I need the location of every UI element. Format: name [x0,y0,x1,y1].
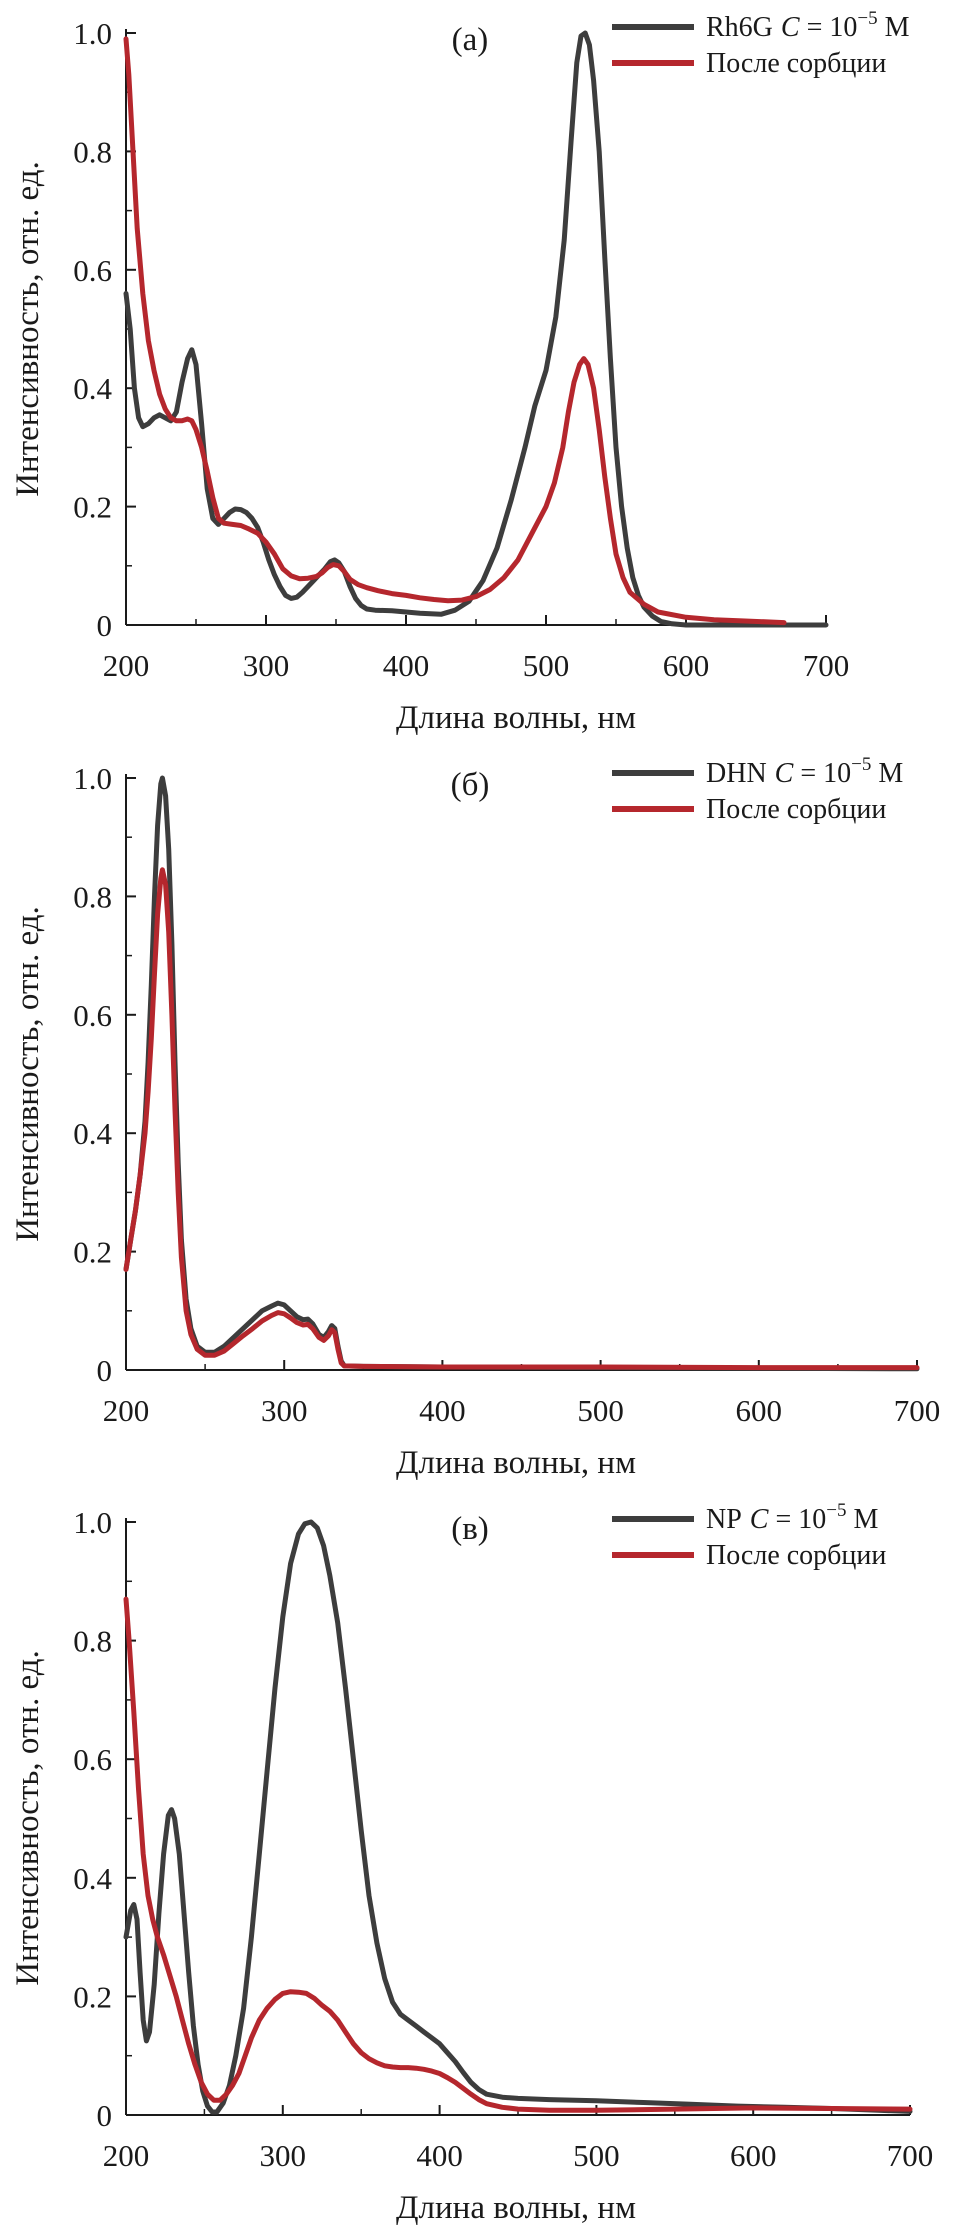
legend-conc-eq: = 10 [793,758,851,789]
legend-label: После сорбции [706,48,886,79]
y-tick-label: 0.8 [73,879,112,914]
legend-conc-var: C [750,1504,769,1535]
y-tick-label: 0.8 [73,134,112,169]
y-tick-label: 1.0 [73,1505,112,1540]
series-line-reference [123,30,829,628]
y-tick-label: 0.4 [73,371,112,406]
y-tick-label: 0.8 [73,1624,112,1659]
legend-conc-var: C [781,12,800,43]
x-tick-label: 700 [887,2138,934,2173]
series-line-after-sorption [123,1596,913,2113]
y-tick-label: 0.4 [73,1116,112,1151]
series-line-reference [123,1519,913,2115]
legend-compound: NP [706,1504,742,1535]
y-tick-label: 0.2 [73,1235,112,1270]
y-tick-label: 0 [97,608,113,643]
y-tick-label: 0.6 [73,998,112,1033]
legend: NP C = 10−5 M После сорбции [612,1500,886,1571]
x-axis-title: Длина волны, нм [396,2190,636,2226]
x-tick-label: 600 [663,648,710,683]
y-tick-label: 1.0 [73,16,112,51]
legend-conc-exp: −5 [857,8,877,29]
legend-conc-var: C [775,758,794,789]
y-axis-title: Интенсивность, отн. ед. [10,906,46,1242]
legend-conc-eq: = 10 [800,12,858,43]
x-tick-label: 400 [383,648,430,683]
chart-panel-3: 200 300 400 500 600 700 0 0.2 0.4 0.6 0.8 1.0 Длина … [10,1500,933,2226]
x-tick-label: 600 [730,2138,777,2173]
legend-label: После сорбции [706,794,886,825]
y-tick-label: 0.6 [73,253,112,288]
x-tick-label: 500 [573,2138,620,2173]
x-tick-label: 400 [416,2138,463,2173]
x-tick-label: 500 [577,1393,624,1428]
series-line-reference [123,775,920,1372]
y-axis-title: Интенсивность, отн. ед. [10,161,46,497]
x-tick-label: 700 [894,1393,941,1428]
legend-conc-exp: −5 [851,754,871,775]
x-tick-label: 600 [736,1393,783,1428]
legend-label: Rh6G C = 10−5 M [706,8,910,43]
legend-label: DHN C = 10−5 M [706,754,903,789]
panel-label: (а) [452,22,489,58]
x-tick-label: 200 [103,1393,150,1428]
y-tick-label: 0.2 [73,1979,112,2014]
legend-compound: Rh6G [706,12,773,43]
chart-panel-2: 200 300 400 500 600 700 0 0.2 0.4 0.6 0.8 1.0 Длина … [10,754,940,1481]
x-tick-label: 200 [103,2138,150,2173]
x-axis-title: Длина волны, нм [396,700,636,736]
y-tick-label: 0.6 [73,1742,112,1777]
legend: Rh6G C = 10−5 M После сорбции [612,8,910,79]
legend: DHN C = 10−5 M После сорбции [612,754,903,825]
panel-label: (в) [451,1511,489,1547]
chart-panel-1: 200 300 400 500 600 700 0 0.2 0.4 0.6 0.8 1.0 Длина … [10,8,910,736]
y-tick-label: 0.2 [73,490,112,525]
y-axis-title: Интенсивность, отн. ед. [10,1650,46,1986]
x-tick-label: 300 [243,648,290,683]
x-tick-label: 200 [103,648,150,683]
y-tick-label: 0 [97,1353,113,1388]
legend-conc-eq: = 10 [768,1504,826,1535]
legend-compound: DHN [706,758,767,789]
legend-conc-unit: M [878,12,910,43]
panel-label: (б) [451,767,490,803]
x-tick-label: 400 [419,1393,466,1428]
x-tick-label: 700 [803,648,850,683]
x-tick-label: 300 [260,2138,307,2173]
y-tick-label: 1.0 [73,761,112,796]
x-tick-label: 300 [261,1393,308,1428]
y-tick-label: 0.4 [73,1861,112,1896]
y-tick-label: 0 [97,2098,113,2133]
legend-label: NP C = 10−5 M [706,1500,879,1535]
series-line-after-sorption [123,867,920,1371]
x-tick-label: 500 [523,648,570,683]
legend-conc-unit: M [871,758,903,789]
legend-conc-unit: M [847,1504,879,1535]
legend-label: После сорбции [706,1540,886,1571]
series-line-after-sorption [123,36,787,626]
x-axis-title: Длина волны, нм [396,1445,636,1481]
legend-conc-exp: −5 [826,1500,846,1521]
